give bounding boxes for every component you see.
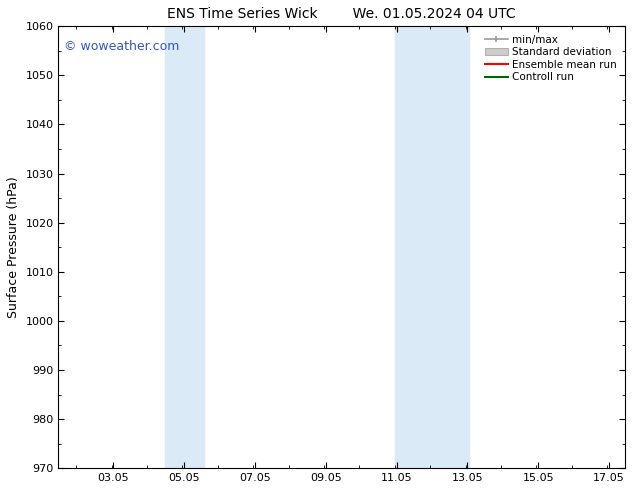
Title: ENS Time Series Wick        We. 01.05.2024 04 UTC: ENS Time Series Wick We. 01.05.2024 04 U… [167, 7, 516, 21]
Bar [165, 26, 204, 468]
Text: © woweather.com: © woweather.com [64, 40, 179, 52]
Legend: min/max, Standard deviation, Ensemble mean run, Controll run: min/max, Standard deviation, Ensemble me… [482, 31, 620, 86]
Bar [395, 26, 469, 468]
Y-axis label: Surface Pressure (hPa): Surface Pressure (hPa) [7, 176, 20, 318]
